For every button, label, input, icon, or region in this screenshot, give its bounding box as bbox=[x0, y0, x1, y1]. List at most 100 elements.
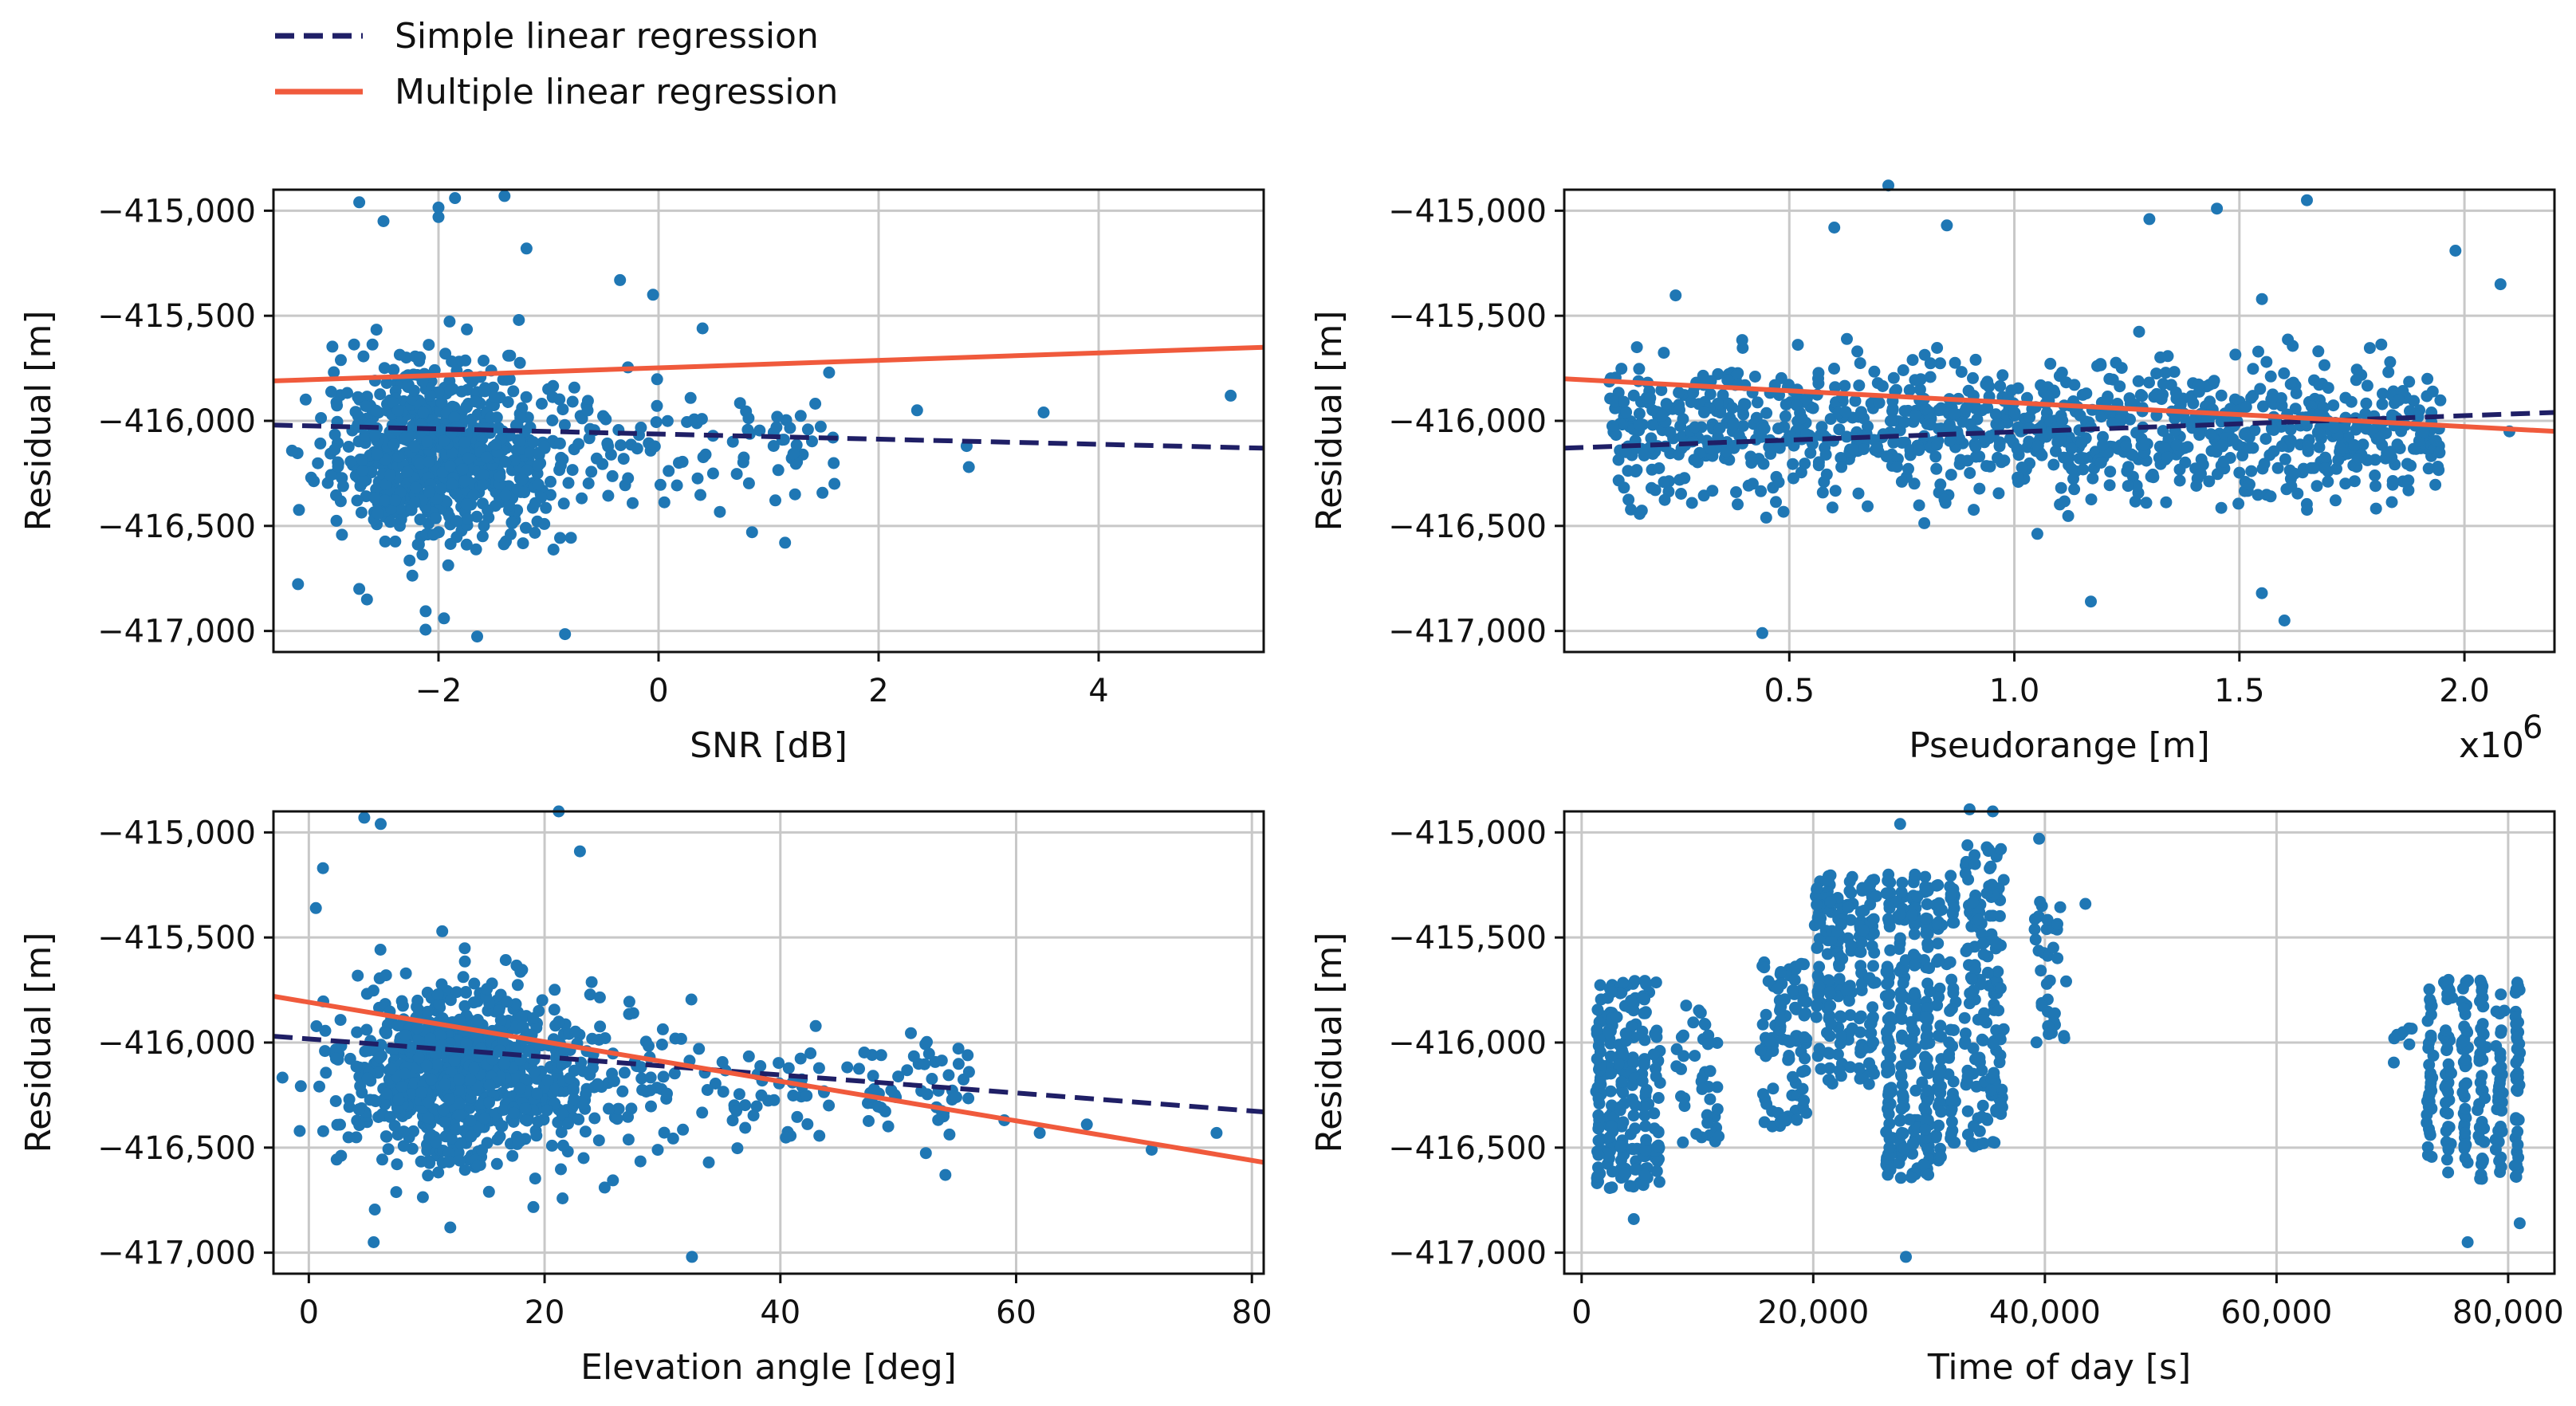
data-point bbox=[1622, 493, 1635, 506]
data-point bbox=[2252, 345, 2264, 358]
data-point bbox=[2023, 435, 2035, 448]
data-point bbox=[816, 486, 829, 499]
data-point bbox=[370, 324, 383, 336]
data-point bbox=[524, 446, 537, 459]
data-point bbox=[1904, 1058, 1917, 1070]
data-point bbox=[2421, 1109, 2433, 1121]
data-point bbox=[1623, 1180, 1636, 1192]
data-point bbox=[1080, 1118, 1093, 1131]
data-point bbox=[336, 528, 348, 541]
data-point bbox=[1780, 399, 1792, 411]
data-point bbox=[379, 535, 391, 548]
data-point bbox=[519, 1102, 532, 1115]
data-point bbox=[598, 1181, 611, 1194]
data-point bbox=[379, 1098, 391, 1111]
data-point bbox=[1672, 448, 1685, 461]
legend: Simple linear regression Multiple linear… bbox=[275, 16, 838, 112]
data-point bbox=[1881, 1066, 1894, 1079]
data-point bbox=[459, 986, 472, 998]
data-point bbox=[375, 818, 387, 831]
data-point bbox=[439, 1078, 451, 1090]
data-point bbox=[627, 497, 639, 509]
data-point bbox=[1822, 1074, 1835, 1086]
data-point bbox=[1680, 1000, 1693, 1012]
data-point bbox=[2511, 1043, 2523, 1055]
data-point bbox=[2208, 375, 2220, 387]
data-point bbox=[667, 1132, 679, 1145]
data-point bbox=[1652, 1126, 1665, 1139]
data-point bbox=[1756, 626, 1768, 639]
data-point bbox=[1911, 890, 1924, 903]
y-axis-label: Residual [m] bbox=[1309, 311, 1350, 532]
data-point bbox=[1816, 486, 1829, 499]
data-point bbox=[1652, 1092, 1665, 1104]
data-point bbox=[2140, 497, 2153, 509]
data-point bbox=[717, 1086, 730, 1098]
data-point bbox=[1883, 1133, 1896, 1145]
data-point bbox=[1625, 503, 1638, 516]
data-point bbox=[292, 578, 305, 591]
data-point bbox=[1839, 406, 1852, 418]
data-point bbox=[1636, 1074, 1649, 1087]
data-point bbox=[1701, 1117, 1714, 1129]
data-point bbox=[1895, 475, 1908, 488]
data-point bbox=[1774, 1014, 1787, 1027]
data-point bbox=[1946, 906, 1959, 919]
data-point bbox=[2417, 426, 2430, 438]
data-point bbox=[568, 1064, 580, 1077]
data-point bbox=[516, 402, 529, 414]
data-point bbox=[2313, 379, 2326, 391]
data-point bbox=[1760, 406, 1773, 419]
data-point bbox=[1993, 440, 2006, 453]
data-point bbox=[517, 1020, 529, 1033]
data-point bbox=[1824, 1000, 1837, 1012]
data-point bbox=[1890, 461, 1903, 473]
data-point bbox=[885, 1084, 898, 1097]
data-point bbox=[2313, 441, 2326, 454]
data-point bbox=[424, 390, 437, 402]
data-point bbox=[1881, 978, 1894, 991]
data-point bbox=[442, 1146, 455, 1159]
data-point bbox=[450, 515, 463, 528]
data-point bbox=[1678, 1092, 1691, 1105]
data-point bbox=[918, 1058, 931, 1070]
data-point bbox=[1984, 1084, 1997, 1097]
data-point bbox=[1756, 1088, 1769, 1101]
data-point bbox=[2161, 451, 2173, 464]
data-point bbox=[2032, 945, 2045, 957]
data-point bbox=[773, 1057, 785, 1070]
data-point bbox=[1895, 1070, 1908, 1082]
data-point bbox=[334, 1014, 347, 1027]
simple-regression-line bbox=[1563, 410, 2555, 451]
y-tick-label: −416,500 bbox=[1388, 509, 1547, 545]
data-point bbox=[1656, 409, 1669, 422]
data-point bbox=[517, 537, 529, 550]
data-point bbox=[684, 391, 697, 404]
data-point bbox=[1867, 913, 1880, 925]
data-point bbox=[636, 1084, 649, 1096]
data-point bbox=[1961, 1105, 1974, 1117]
data-point bbox=[2257, 400, 2269, 413]
data-point bbox=[437, 1104, 450, 1117]
data-point bbox=[2058, 1032, 2071, 1044]
data-point bbox=[450, 488, 462, 501]
data-point bbox=[1945, 888, 1957, 901]
data-point bbox=[2334, 442, 2346, 454]
data-point bbox=[1920, 927, 1933, 940]
data-point bbox=[1592, 1092, 1605, 1105]
data-point bbox=[467, 489, 480, 501]
data-point bbox=[2278, 367, 2291, 379]
data-point bbox=[2204, 428, 2217, 441]
data-point bbox=[555, 1126, 568, 1138]
data-point bbox=[882, 1120, 895, 1133]
data-point bbox=[853, 1062, 865, 1075]
data-point bbox=[2264, 490, 2277, 503]
data-point bbox=[1945, 469, 1957, 481]
data-point bbox=[1993, 909, 2006, 922]
data-point bbox=[1675, 488, 1687, 500]
data-point bbox=[693, 1043, 706, 1055]
data-point bbox=[2456, 1086, 2469, 1099]
data-point bbox=[841, 1061, 854, 1074]
data-point bbox=[511, 979, 524, 992]
data-point bbox=[459, 354, 472, 367]
